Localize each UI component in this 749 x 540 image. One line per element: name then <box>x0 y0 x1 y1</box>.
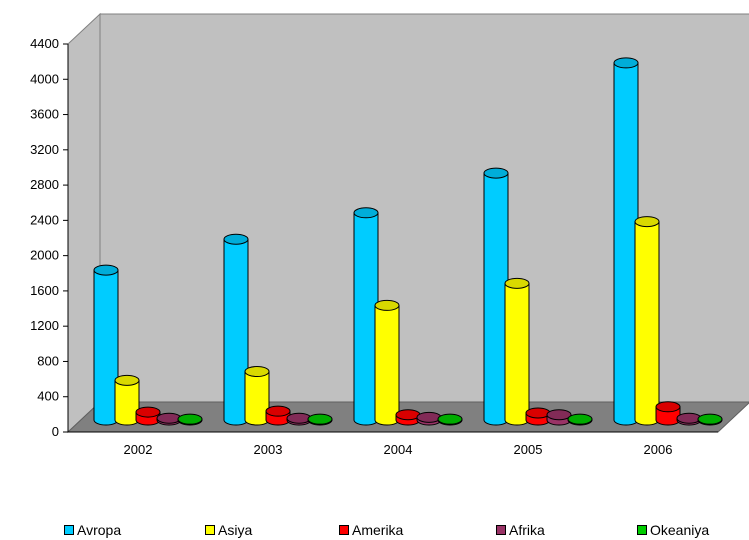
bar-avropa-2004 <box>353 207 379 426</box>
bar-okeaniya-2002 <box>177 413 203 426</box>
bar-top <box>307 413 333 425</box>
bar-top <box>114 374 140 386</box>
y-tick-label: 400 <box>37 389 59 404</box>
bar-top <box>265 405 291 417</box>
bar-top <box>525 407 551 419</box>
bar-asiya-2002 <box>114 374 140 426</box>
y-axis: 0 400 800 1200 1600 2000 2400 2800 3200 3600 4000 4… <box>30 36 69 439</box>
bar-body <box>244 371 270 426</box>
bar-top <box>655 401 681 413</box>
x-tick-label: 2006 <box>644 442 673 457</box>
bar-top <box>244 366 270 377</box>
bar-body <box>114 379 140 426</box>
bar-avropa-2006 <box>613 57 639 426</box>
bar-body <box>504 282 530 426</box>
bar-top <box>93 264 119 276</box>
bar-top <box>156 412 182 424</box>
bar-avropa-2002 <box>93 264 119 426</box>
y-tick-label: 800 <box>37 353 59 368</box>
y-tick-label: 2000 <box>30 248 59 263</box>
legend-item-afrika: Afrika <box>496 522 545 538</box>
legend-item-amerika: Amerika <box>339 522 403 538</box>
bar-okeaniya-2006 <box>697 413 723 426</box>
bar-top <box>286 412 312 424</box>
y-tick-label: 1600 <box>30 283 59 298</box>
bar-top <box>567 413 593 425</box>
x-tick-label: 2003 <box>254 442 283 457</box>
legend-label-okeaniya: Okeaniya <box>650 522 710 538</box>
y-tick-label: 4400 <box>30 36 59 51</box>
bar-top <box>416 411 442 423</box>
x-tick-label: 2002 <box>124 442 153 457</box>
bar-afrika-2004 <box>416 411 442 426</box>
bar-body <box>353 212 379 426</box>
bar-top <box>353 207 379 219</box>
bar-top <box>634 216 660 228</box>
legend-swatch-okeaniya <box>637 525 647 535</box>
x-axis: 2002 2003 2004 2005 2006 <box>68 431 718 457</box>
bar-top <box>504 277 530 289</box>
y-tick-label: 3600 <box>30 107 59 122</box>
bar-asiya-2006 <box>634 216 660 426</box>
bar-amerika-2002 <box>135 406 161 426</box>
legend-label-asiya: Asiya <box>218 522 253 538</box>
y-tick-label: 2800 <box>30 177 59 192</box>
bar-top <box>177 413 203 425</box>
x-tick-label: 2005 <box>514 442 543 457</box>
bar-okeaniya-2004 <box>437 413 463 426</box>
bar-okeaniya-2003 <box>307 413 333 426</box>
bar-amerika-2005 <box>525 407 551 426</box>
bar-body <box>613 62 639 426</box>
bar-body <box>374 304 400 426</box>
legend: Avropa Asiya Amerika Afrika Okeaniya <box>0 520 749 540</box>
x-tick-label: 2004 <box>384 442 413 457</box>
y-tick-label: 4000 <box>30 71 59 86</box>
bar-afrika-2005 <box>546 409 572 426</box>
bar-body <box>223 238 249 426</box>
bar-avropa-2005 <box>483 167 509 426</box>
bar-afrika-2006 <box>676 412 702 426</box>
y-tick-label: 1200 <box>30 318 59 333</box>
bar-okeaniya-2005 <box>567 413 593 426</box>
chart: 0 400 800 1200 1600 2000 2400 2800 3200 3600 4000 4… <box>30 12 749 457</box>
bar-top <box>437 413 463 425</box>
bar-body <box>93 269 119 426</box>
bar-top <box>546 409 572 421</box>
legend-swatch-asiya <box>205 525 215 535</box>
bar-top <box>374 299 400 311</box>
bar-asiya-2004 <box>374 299 400 426</box>
bars <box>93 57 723 426</box>
legend-item-avropa: Avropa <box>64 522 121 538</box>
bar-top <box>135 406 161 418</box>
bar-amerika-2003 <box>265 405 291 426</box>
bar-afrika-2002 <box>156 412 182 426</box>
bar-top <box>483 167 509 179</box>
bar-top <box>223 233 249 245</box>
legend-item-okeaniya: Okeaniya <box>637 522 709 538</box>
bar-body <box>634 221 660 426</box>
legend-label-afrika: Afrika <box>509 522 545 538</box>
bar-amerika-2004 <box>395 409 421 426</box>
legend-swatch-avropa <box>64 525 74 535</box>
legend-label-amerika: Amerika <box>352 522 404 538</box>
bar-asiya-2003 <box>244 366 270 426</box>
y-tick-label: 3200 <box>30 142 59 157</box>
legend-item-asiya: Asiya <box>205 522 252 538</box>
bar-top <box>395 409 421 421</box>
legend-swatch-afrika <box>496 525 506 535</box>
bar-amerika-2006 <box>655 401 681 426</box>
bar-top <box>676 412 702 424</box>
bar-asiya-2005 <box>504 277 530 426</box>
y-tick-label: 0 <box>52 424 59 439</box>
bar-body <box>483 172 509 426</box>
legend-swatch-amerika <box>339 525 349 535</box>
bar-avropa-2003 <box>223 233 249 426</box>
bar-afrika-2003 <box>286 412 312 426</box>
bar-top <box>697 413 723 425</box>
y-tick-label: 2400 <box>30 212 59 227</box>
legend-label-avropa: Avropa <box>77 522 122 538</box>
bar-top <box>613 57 639 69</box>
